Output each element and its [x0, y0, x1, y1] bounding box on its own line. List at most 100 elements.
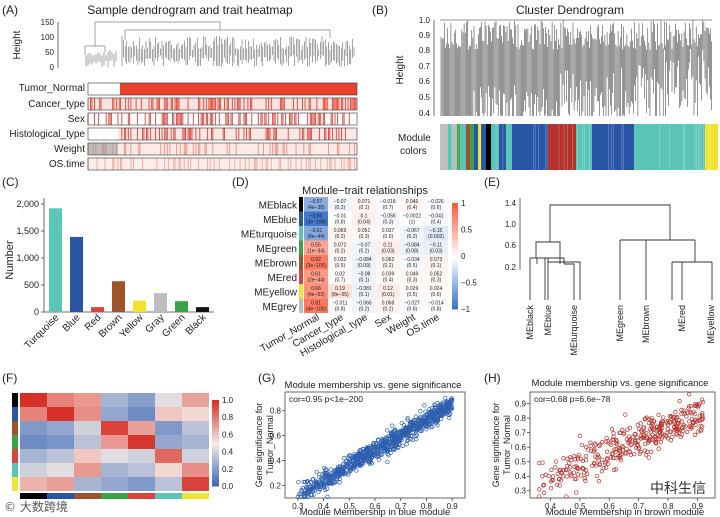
module-texture	[441, 124, 711, 170]
scatter-point	[583, 453, 589, 459]
y-tick-label: 0.5	[515, 458, 527, 467]
panel-h-xlabel: Module Membership in brown module	[546, 507, 704, 517]
scatter-point	[644, 430, 649, 436]
heatmap-cell	[74, 393, 101, 407]
scatter-point	[413, 434, 418, 439]
scatter-point	[674, 415, 679, 421]
panel-d: (D) Module−trait relationships MEblack −0…	[232, 175, 477, 359]
cell-correlation: −0.084	[356, 257, 372, 263]
heatmap-cell	[352, 255, 376, 270]
cell-pvalue: (3e−198)	[306, 220, 326, 226]
scatter-point	[567, 460, 572, 466]
cell-pvalue: (0.3)	[359, 234, 370, 240]
cell-pvalue: (0.8)	[431, 307, 442, 313]
heatmap-cell	[128, 449, 155, 463]
y-tick-label: 0.8	[270, 407, 282, 416]
scatter-point	[305, 479, 310, 484]
scatter-point	[569, 457, 574, 462]
colorbar-step	[212, 404, 219, 407]
heatmap-cell	[424, 255, 448, 270]
scatter-point	[311, 477, 316, 482]
panel-g-ylabel: Gene significance for	[254, 403, 264, 488]
colorbar-step	[212, 419, 219, 422]
scatter-point	[592, 446, 597, 452]
heatmap-cell	[74, 421, 101, 435]
heatmap-cell	[74, 435, 101, 449]
module-segment	[470, 124, 474, 170]
cell-correlation: −0.066	[356, 301, 372, 307]
scatter-point	[385, 428, 390, 433]
panel-c-ylabel: Number	[4, 240, 16, 279]
cell-pvalue: (0.5)	[407, 263, 418, 269]
cell-pvalue: (0.04)	[357, 220, 370, 226]
colorbar-step	[212, 468, 219, 472]
scatter-point	[641, 425, 646, 430]
cell-pvalue: (0.5)	[407, 292, 418, 298]
cell-pvalue: (0.2)	[359, 307, 370, 313]
bar-blue	[70, 236, 83, 312]
panel-h-letter: (H)	[484, 371, 501, 385]
cell-pvalue: (3e−105)	[306, 263, 326, 269]
colorbar-step	[452, 213, 458, 217]
scatter-point	[597, 462, 602, 468]
cell-pvalue: (2e−44)	[307, 278, 325, 284]
scatter-point	[642, 435, 647, 440]
module-segment	[481, 124, 486, 170]
module-swatch	[299, 197, 303, 212]
colorbar-step	[452, 285, 458, 289]
module-segment	[705, 124, 718, 170]
scatter-point	[655, 424, 660, 429]
scatter-point	[687, 424, 692, 429]
scatter-point	[637, 445, 642, 450]
heatmap-cell	[20, 421, 47, 435]
scatter-point	[560, 471, 565, 476]
cell-pvalue: (0.1)	[359, 292, 370, 298]
module-swatch	[12, 463, 18, 477]
scatter-point	[380, 442, 386, 447]
panel-h-ylabel: Tumor_Normal	[502, 415, 512, 475]
panel-c: (C) Number 0 500 1,000 1,500 2,000 Turquoise…	[2, 175, 214, 351]
cell-correlation: 0.062	[382, 257, 395, 263]
heatmap-cell	[376, 226, 400, 241]
heatmap-cell	[155, 421, 182, 435]
panel-e-ytick: 0.6	[505, 241, 517, 250]
module-swatch	[299, 240, 303, 255]
scatter-point	[624, 446, 629, 451]
scatter-point	[604, 449, 610, 454]
cell-pvalue: (0.5)	[335, 263, 346, 269]
eigengene-dendrogram	[529, 204, 713, 300]
scatter-point	[347, 453, 352, 458]
cell-correlation: −0.57	[310, 199, 323, 205]
colorbar-tick: −0.5	[461, 279, 477, 288]
scatter-point	[449, 398, 454, 403]
cell-pvalue: (0.3)	[407, 278, 418, 284]
scatter-point	[440, 404, 445, 410]
module-segment	[499, 124, 506, 170]
panel-g-xlabel: Module Membership in blue module	[300, 507, 451, 517]
scatter-point	[408, 428, 413, 433]
module-swatch	[155, 493, 182, 499]
cell-pvalue: (0.08)	[405, 249, 418, 255]
scatter-point	[620, 427, 625, 433]
panel-c-letter: (C)	[2, 175, 19, 189]
scatter-point	[359, 460, 364, 465]
scatter-point	[350, 462, 355, 467]
scatter-point	[571, 470, 577, 475]
heatmap-cell	[20, 477, 47, 491]
colorbar-step	[212, 417, 219, 420]
trait-row-bg	[88, 98, 357, 110]
cell-correlation: 0.073	[430, 257, 443, 263]
scatter-point	[347, 468, 352, 473]
heatmap-cell	[47, 393, 74, 407]
module-segment	[440, 124, 448, 170]
colorbar-step	[212, 436, 219, 440]
cell-pvalue: (0.2)	[383, 307, 394, 313]
panel-f-colorbar: 1.0 0.8 0.6 0.4 0.2 0.0	[212, 396, 234, 491]
scatter-point	[580, 466, 585, 471]
scatter-point	[596, 479, 602, 484]
scatter-point	[648, 429, 653, 434]
scatter-point	[565, 464, 570, 469]
scatter-point	[420, 419, 426, 424]
heatmap-cell	[424, 298, 448, 313]
scatter-point	[340, 465, 345, 471]
